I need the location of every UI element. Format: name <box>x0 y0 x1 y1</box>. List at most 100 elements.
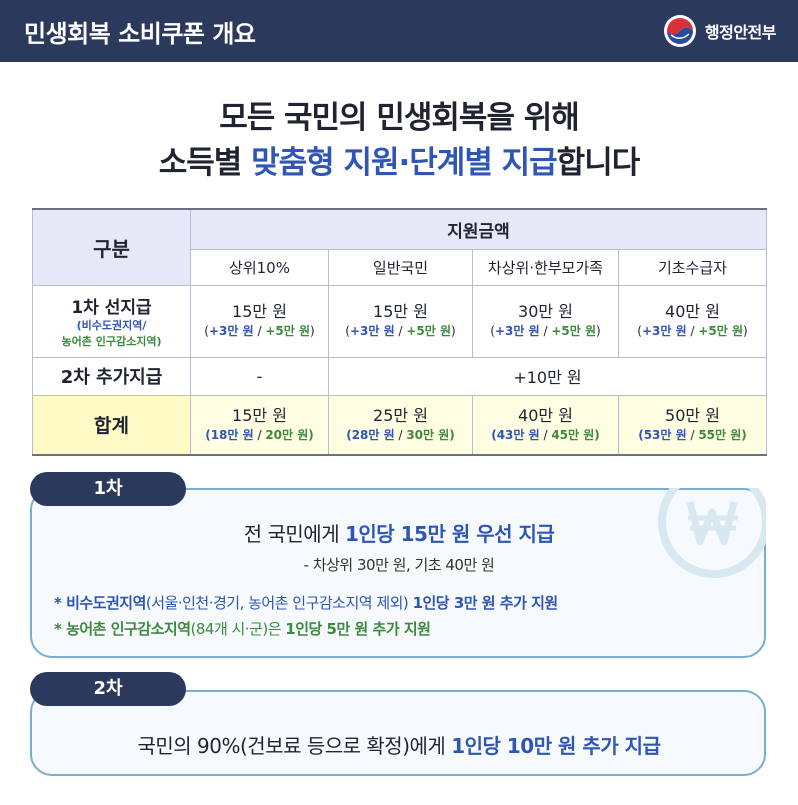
cell-sep: / <box>253 324 266 338</box>
cell-paren: ) <box>743 324 748 338</box>
ministry-name: 행정안전부 <box>704 23 777 42</box>
row-label-total: 합계 <box>32 394 191 456</box>
phase1-line-2: - 차상위 30만 원, 기초 40만 원 <box>303 556 495 574</box>
phase2-line-bold: 1인당 10만 원 추가 지급 <box>451 734 661 758</box>
cell-extra-blue: +3만 원 <box>641 324 687 338</box>
cell-paren: ) <box>451 324 456 338</box>
cell-paren: ( <box>204 324 209 338</box>
headline-line-2-post: 합니다 <box>556 145 641 181</box>
phase1-line-4-a: * 농어촌 인구감소지역 <box>54 620 191 638</box>
cell-sep: / <box>394 427 407 442</box>
table-cell-merged: +10만 원 <box>328 356 767 396</box>
table-cell: 30만 원 (+3만 원 / +5만 원) <box>472 284 619 358</box>
cell-extra-blue: +3만 원 <box>349 324 395 338</box>
cell-paren: ( <box>637 324 642 338</box>
phase2-tag: 2차 <box>30 672 186 706</box>
cell-amount: 30만 원 <box>518 302 573 321</box>
row-label-text: 1차 선지급 <box>71 297 152 318</box>
phase1-line-4-b: (84개 시·군)은 <box>190 620 286 638</box>
cell-amount: 40만 원 <box>518 405 573 425</box>
cell-sep: / <box>253 427 266 442</box>
table-row: 합계 15만 원 (18만 원 / 20만 원) 25만 원 (28만 원 / … <box>32 394 767 456</box>
table-cell: 15만 원 (+3만 원 / +5만 원) <box>190 284 329 358</box>
cell-paren: ( <box>205 427 211 442</box>
cell-paren: ) <box>308 427 314 442</box>
cell-total-green: 45만 원 <box>551 427 595 442</box>
phase1-line-4-c: 1인당 5만 원 추가 지원 <box>285 620 431 638</box>
page-title: 민생회복 소비쿠폰 개요 <box>24 20 256 48</box>
phase1-line-3-a: * 비수도권지역 <box>54 594 146 612</box>
cell-extra-green: +5만 원 <box>265 324 310 338</box>
headline-line-2: 소득별 맞춤형 지원·단계별 지급합니다 <box>0 141 798 186</box>
table-cell: 15만 원 (+3만 원 / +5만 원) <box>328 284 473 358</box>
table-cell: 40만 원 (43만 원 / 45만 원) <box>472 394 619 456</box>
cell-sep: / <box>686 427 699 442</box>
phase1-line-3: * 비수도권지역(서울·인천·경기, 농어촌 인구감소지역 제외) 1인당 3만… <box>54 592 774 613</box>
cell-sep: / <box>394 324 407 338</box>
table-row: 1차 선지급 (비수도권지역/ 농어촌 인구감소지역) 15만 원 (+3만 원… <box>32 284 767 358</box>
cell-paren: ( <box>491 427 497 442</box>
table-cell: 40만 원 (+3만 원 / +5만 원) <box>618 284 767 358</box>
headline-line-2-pre: 소득별 <box>158 145 252 181</box>
cell-paren: ) <box>310 324 315 338</box>
cell-extra-blue: +3만 원 <box>494 324 540 338</box>
cell-sep: / <box>686 324 699 338</box>
ministry-brand: 행정안전부 <box>663 12 777 50</box>
phase1-line-3-c: 1인당 3만 원 추가 지원 <box>412 594 559 612</box>
phase1-line-1-pre: 전 국민에게 <box>243 522 345 546</box>
cell-amount: 50만 원 <box>665 405 720 425</box>
phase1-line-1-bold: 1인당 15만 원 우선 지급 <box>344 522 555 546</box>
cell-extra-green: +5만 원 <box>551 324 596 338</box>
cell-amount: 15만 원 <box>232 405 287 425</box>
cell-amount: 15만 원 <box>373 302 428 321</box>
column-header: 기초수급자 <box>618 248 767 286</box>
phase1-line-3-b: (서울·인천·경기, 농어촌 인구감소지역 제외) <box>145 594 413 612</box>
cell-total-green: 20만 원 <box>265 427 309 442</box>
cell-total-green: 55만 원 <box>698 427 742 442</box>
cell-extra-blue: +3만 원 <box>208 324 254 338</box>
table-header-gubun: 구분 <box>32 208 191 286</box>
cell-paren: ) <box>449 427 455 442</box>
cell-total-blue: 28만 원 <box>351 427 395 442</box>
headline: 모든 국민의 민생회복을 위해 소득별 맞춤형 지원·단계별 지급합니다 <box>0 96 798 186</box>
table-cell: 50만 원 (53만 원 / 55만 원) <box>618 394 767 456</box>
cell-amount: 40만 원 <box>665 302 720 321</box>
cell-total-blue: 43만 원 <box>496 427 540 442</box>
row-label-phase1: 1차 선지급 (비수도권지역/ 농어촌 인구감소지역) <box>32 284 191 358</box>
table-cell: 15만 원 (18만 원 / 20만 원) <box>190 394 329 456</box>
phase1-line-1: 전 국민에게 1인당 15만 원 우선 지급 <box>0 518 798 547</box>
table-cell: 25만 원 (28만 원 / 30만 원) <box>328 394 473 456</box>
column-header: 상위10% <box>190 248 329 286</box>
cell-sep: / <box>539 324 552 338</box>
row-label-phase2: 2차 추가지급 <box>32 356 191 396</box>
table-header-amount: 지원금액 <box>190 208 767 250</box>
cell-paren: ( <box>345 324 350 338</box>
table-cell: - <box>190 356 329 396</box>
column-header: 차상위·한부모가족 <box>472 248 619 286</box>
cell-total-blue: 53만 원 <box>643 427 687 442</box>
cell-amount: 15만 원 <box>232 302 287 321</box>
cell-extra-green: +5만 원 <box>698 324 743 338</box>
cell-paren: ( <box>346 427 352 442</box>
won-coin-icon <box>658 488 766 578</box>
phase1-line-4: * 농어촌 인구감소지역(84개 시·군)은 1인당 5만 원 추가 지원 <box>54 618 754 639</box>
cell-paren: ) <box>596 324 601 338</box>
headline-highlight: 맞춤형 지원·단계별 지급 <box>251 145 558 181</box>
phase2-line-pre: 국민의 90%(건보료 등으로 확정)에게 <box>137 734 452 758</box>
cell-paren: ) <box>741 427 747 442</box>
support-table: 구분 지원금액 상위10% 일반국민 차상위·한부모가족 기초수급자 1차 선지… <box>32 208 767 456</box>
government-emblem-icon <box>663 15 696 47</box>
phase2-line: 국민의 90%(건보료 등으로 확정)에게 1인당 10만 원 추가 지급 <box>0 730 798 759</box>
headline-line-1: 모든 국민의 민생회복을 위해 <box>219 100 580 136</box>
phase1-box <box>30 488 766 658</box>
cell-paren: ) <box>594 427 600 442</box>
cell-total-blue: 18만 원 <box>210 427 254 442</box>
column-header: 일반국민 <box>328 248 473 286</box>
row-label-sub-green: 농어촌 인구감소지역) <box>61 334 162 348</box>
cell-extra-green: +5만 원 <box>406 324 451 338</box>
phase1-tag: 1차 <box>30 472 186 506</box>
cell-amount: 25만 원 <box>373 405 428 425</box>
cell-total-green: 30만 원 <box>406 427 450 442</box>
table-row: 2차 추가지급 - +10만 원 <box>32 356 767 396</box>
header-bar: 민생회복 소비쿠폰 개요 행정안전부 <box>0 0 798 62</box>
